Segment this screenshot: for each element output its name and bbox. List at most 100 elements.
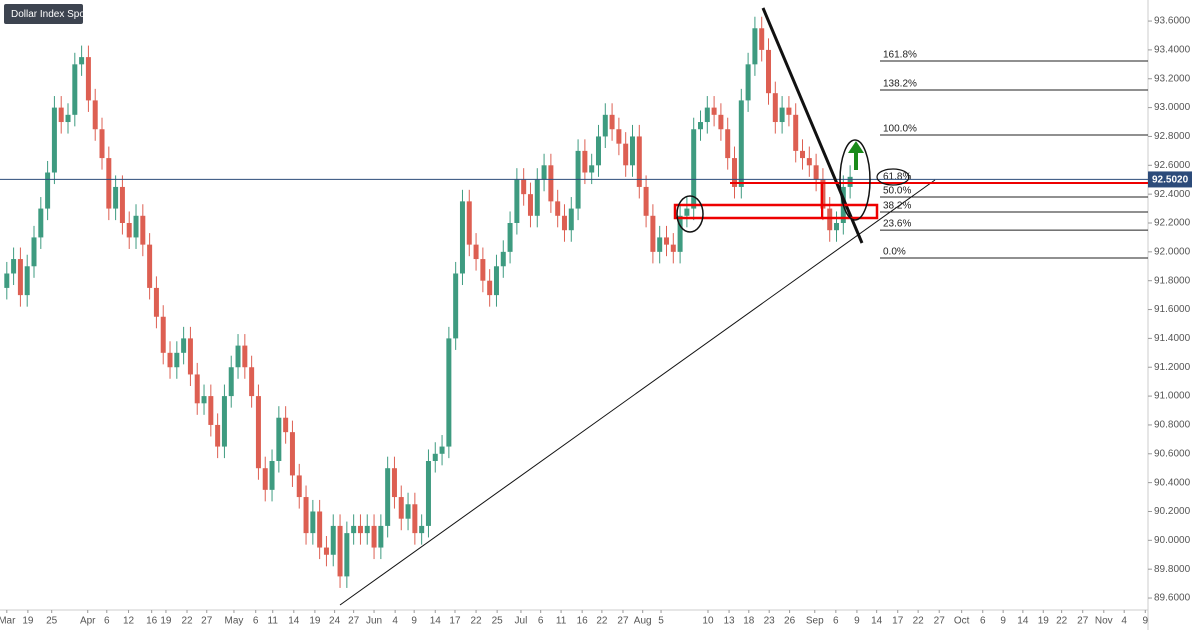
candle-body — [480, 259, 486, 281]
candle-body — [72, 64, 78, 115]
candle-body — [371, 525, 377, 548]
y-tick-label: 90.4000 — [1154, 477, 1191, 488]
candle-body — [113, 186, 119, 209]
candle-body — [310, 511, 316, 534]
candle-body — [215, 424, 221, 447]
candle-body — [847, 176, 853, 187]
candle-body — [704, 107, 710, 123]
candle-body — [691, 129, 697, 209]
candle-body — [31, 237, 37, 267]
candle-body — [269, 460, 275, 490]
candle-body — [657, 237, 663, 252]
candle-body — [378, 525, 384, 548]
fib-label: 38.2% — [883, 201, 911, 212]
candle-body — [133, 215, 139, 238]
x-tick-label: 18 — [743, 616, 755, 627]
candle-body — [711, 107, 717, 115]
candle-body — [242, 345, 248, 368]
candle-body — [793, 114, 799, 151]
last-price-box — [1148, 171, 1192, 188]
candle-body — [385, 468, 391, 526]
chart-title: Dollar Index Spot — [11, 9, 88, 20]
candle-body — [453, 273, 459, 339]
x-tick-label: 27 — [617, 616, 629, 627]
x-tick-label: 10 — [702, 616, 714, 627]
support-trendline — [339, 179, 936, 606]
x-tick-label: 4 — [1121, 616, 1127, 627]
candle-body — [364, 525, 370, 534]
candle-body — [548, 165, 554, 202]
candle-body — [194, 374, 200, 404]
candle-body — [174, 352, 180, 368]
x-tick-label: 24 — [329, 616, 341, 627]
candle-body — [249, 367, 255, 397]
y-tick-label: 92.8000 — [1154, 131, 1191, 142]
x-tick-label: Jun — [366, 616, 382, 627]
candle-body — [344, 533, 350, 577]
candle-body — [38, 208, 44, 238]
candle-body — [834, 222, 840, 231]
x-tick-label: 14 — [430, 616, 442, 627]
candle-body — [813, 165, 819, 180]
x-tick-label: 14 — [1017, 616, 1029, 627]
highlight-circle — [676, 195, 704, 233]
candle-body — [99, 129, 105, 159]
x-tick-label: 6 — [980, 616, 986, 627]
candle-body — [732, 158, 738, 187]
y-tick-label: 92.4000 — [1154, 189, 1191, 200]
candle-body — [119, 186, 125, 223]
candle-body — [51, 107, 57, 173]
y-tick-label: 90.8000 — [1154, 420, 1191, 431]
candle-body — [208, 396, 214, 425]
x-tick-label: 19 — [1038, 616, 1050, 627]
red-zone — [673, 203, 879, 220]
x-tick-label: Sep — [806, 616, 824, 627]
x-tick-label: 19 — [309, 616, 321, 627]
candle-body — [650, 215, 656, 252]
candle-body — [85, 57, 91, 101]
x-tick-label: 14 — [288, 616, 300, 627]
candle-body — [351, 525, 357, 534]
x-tick-label: 6 — [833, 616, 839, 627]
candle-body — [595, 136, 601, 166]
x-tick-label: 5 — [658, 616, 664, 627]
x-tick-label: 6 — [104, 616, 110, 627]
y-tick-label: 89.6000 — [1154, 593, 1191, 604]
x-tick-label: 9 — [1000, 616, 1006, 627]
candle-body — [555, 201, 561, 216]
candle-body — [521, 179, 527, 195]
candle-body — [738, 100, 744, 187]
candle-body — [609, 114, 615, 130]
candle-body — [79, 57, 85, 65]
x-tick-label: Oct — [954, 616, 970, 627]
candle-body — [527, 194, 533, 216]
x-tick-label: 17 — [892, 616, 904, 627]
candle-body — [487, 280, 493, 296]
arrow-head — [848, 141, 864, 153]
candle-body — [398, 497, 404, 519]
x-tick-label: 25 — [46, 616, 58, 627]
fib-label: 161.8% — [883, 50, 917, 61]
candle-body — [65, 114, 71, 123]
y-tick-label: 91.8000 — [1154, 275, 1191, 286]
x-tick-label: 27 — [1077, 616, 1089, 627]
x-tick-label: 23 — [764, 616, 776, 627]
candle-body — [262, 468, 268, 490]
candle-body — [432, 453, 438, 461]
fib-label: 61.8% — [883, 172, 911, 183]
y-tick-label: 91.2000 — [1154, 362, 1191, 373]
candle-body — [147, 244, 153, 288]
x-tick-label: 9 — [1142, 616, 1148, 627]
candle-body — [425, 460, 431, 526]
candle-body — [330, 525, 336, 555]
x-tick-label: Jul — [515, 616, 528, 627]
x-tick-label: Aug — [634, 616, 652, 627]
candle-body — [153, 287, 159, 317]
candle-body — [568, 208, 574, 231]
x-tick-label: 22 — [181, 616, 193, 627]
candle-body — [283, 417, 289, 433]
candle-body — [684, 208, 690, 216]
candle-body — [391, 468, 397, 498]
